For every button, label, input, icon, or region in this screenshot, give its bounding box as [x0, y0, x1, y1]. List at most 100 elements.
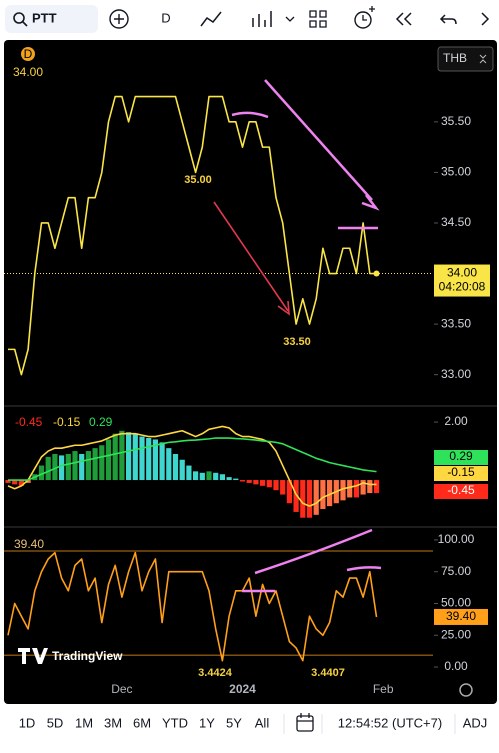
trend-drawing [242, 566, 382, 593]
range-button[interactable]: 5D [47, 715, 64, 730]
legend-value: -0.15 [53, 415, 81, 429]
watermark: TradingView [52, 649, 123, 663]
histogram-bar [360, 480, 366, 495]
value-box [434, 608, 488, 625]
histogram-bar [266, 480, 272, 488]
y-tick-label: 0.00 [444, 659, 468, 673]
dropdown[interactable] [285, 16, 295, 22]
y-tick-label: 2.00 [444, 414, 468, 428]
histogram-bar [246, 480, 252, 483]
currency-box[interactable] [437, 46, 494, 72]
line [8, 437, 377, 481]
legend-value: 39.40 [14, 537, 44, 551]
range-button[interactable]: 6M [133, 715, 151, 730]
histogram-bar [179, 459, 185, 481]
histogram-bar [5, 480, 11, 483]
range-button[interactable]: 3M [104, 715, 122, 730]
search-icon [22, 21, 28, 27]
layouts[interactable] [309, 10, 327, 28]
histogram-bar [273, 480, 279, 491]
histogram-bar [85, 451, 91, 481]
annotation: 3.4424 [198, 667, 233, 679]
settings[interactable] [459, 683, 473, 697]
y-tick-label: 25.00 [441, 627, 471, 641]
range-button[interactable]: All [255, 715, 270, 730]
value-box [434, 466, 488, 481]
y-tick-label: 33.00 [441, 367, 471, 381]
price-box [434, 264, 490, 297]
undo[interactable] [439, 14, 457, 25]
histogram-bar [260, 480, 266, 486]
range-button[interactable]: 1D [19, 715, 36, 730]
histogram-bar [340, 480, 346, 501]
y-tick-label: 35.50 [441, 114, 471, 128]
y-tick-label: 33.50 [441, 316, 471, 330]
annotation: 35.00 [184, 174, 212, 186]
last-point [373, 270, 380, 277]
line [7, 551, 378, 662]
annotation: 3.4407 [311, 667, 345, 679]
histogram-bar [373, 480, 380, 494]
histogram-bar [65, 453, 71, 481]
alert[interactable] [354, 11, 372, 29]
histogram-bar [12, 480, 18, 485]
y-tick-label: 34.50 [441, 215, 471, 229]
histogram-bar [226, 477, 232, 481]
histogram-bar [320, 480, 326, 510]
histogram-bar [280, 480, 286, 495]
histogram-bar [79, 453, 85, 481]
range-button[interactable]: YTD [162, 715, 188, 730]
histogram-bar [206, 471, 212, 481]
clock[interactable]: 12:54:52 (UTC+7) [338, 715, 442, 730]
histogram-bar [186, 465, 192, 481]
replay[interactable] [395, 12, 412, 26]
histogram-bar [239, 480, 246, 482]
logo [18, 648, 48, 664]
histogram-bar [293, 480, 299, 512]
histogram-bar [199, 472, 205, 481]
interval[interactable]: D [161, 10, 170, 25]
trend-drawing [264, 79, 373, 201]
adjust[interactable]: ADJ [463, 715, 488, 730]
histogram-bar [353, 480, 359, 498]
calendar-icon [297, 713, 313, 722]
line [8, 95, 377, 376]
histogram-bar [119, 430, 125, 481]
histogram-bar [253, 480, 259, 485]
histogram-bar [193, 471, 199, 481]
add-symbol[interactable] [109, 9, 129, 29]
go-to-date[interactable] [296, 715, 314, 732]
histogram-bar [92, 448, 98, 481]
arrow-drawing [213, 201, 290, 316]
range-button[interactable]: 5Y [226, 715, 242, 730]
more[interactable] [481, 12, 490, 26]
y-tick-label: 75.00 [441, 564, 471, 578]
histogram-bar [166, 448, 172, 481]
badge-text: D [24, 47, 33, 61]
currency: THB [443, 51, 467, 65]
histogram-bar [367, 480, 373, 494]
histogram-bar [38, 465, 45, 481]
value-box [434, 484, 488, 499]
histogram-bar [172, 453, 179, 481]
histogram-bar [99, 445, 105, 481]
chart-type[interactable] [200, 11, 222, 27]
indicators[interactable] [252, 11, 272, 27]
histogram-bar [105, 439, 112, 481]
y-tick-label: 50.00 [441, 596, 471, 610]
bottom-bar [0, 705, 499, 748]
symbol-search[interactable] [5, 5, 98, 33]
symbol: PTT [32, 10, 57, 25]
price-legend: 34.00 [13, 65, 43, 79]
y-tick-label: 100.00 [438, 532, 475, 546]
histogram-bar [306, 480, 313, 518]
histogram-bar [126, 432, 132, 481]
histogram-bar [25, 480, 31, 483]
range-button[interactable]: 1Y [199, 715, 215, 730]
histogram-bar [72, 451, 78, 481]
histogram-bar [152, 439, 158, 481]
search-icon [13, 12, 25, 24]
range-button[interactable]: 1M [75, 715, 93, 730]
